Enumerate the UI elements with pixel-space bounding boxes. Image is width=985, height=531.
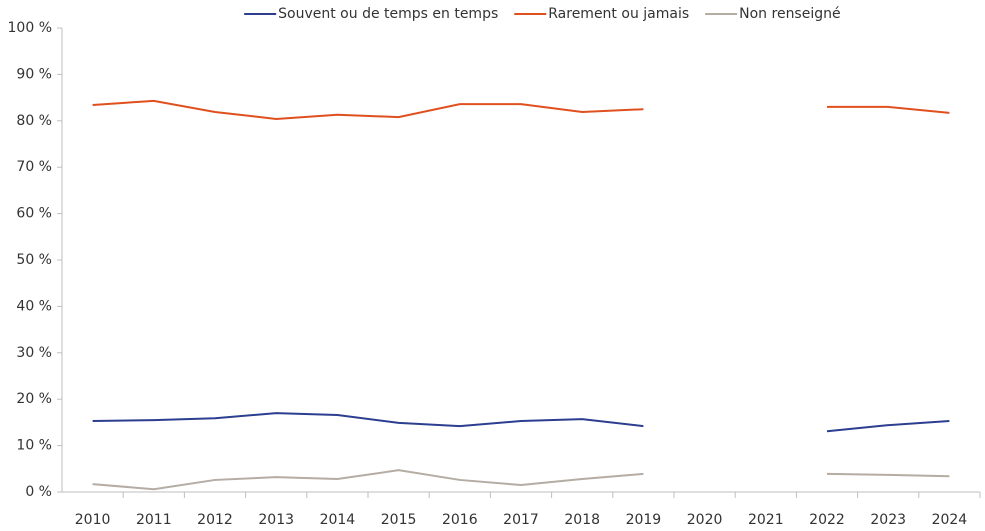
x-tick-label: 2016 bbox=[442, 512, 478, 528]
series-line bbox=[92, 469, 950, 491]
legend-item: Non renseigné bbox=[705, 6, 841, 22]
legend-label: Souvent ou de temps en temps bbox=[278, 6, 498, 22]
x-tick-label: 2021 bbox=[748, 512, 784, 528]
legend-label: Rarement ou jamais bbox=[548, 6, 689, 22]
x-tick-label: 2014 bbox=[320, 512, 356, 528]
y-tick-label: 0 % bbox=[25, 484, 52, 500]
y-tick-label: 90 % bbox=[16, 66, 52, 82]
x-tick-label: 2012 bbox=[197, 512, 233, 528]
x-tick-label: 2015 bbox=[381, 512, 417, 528]
x-tick-label: 2017 bbox=[503, 512, 539, 528]
legend-item: Souvent ou de temps en temps bbox=[244, 6, 498, 22]
series-line bbox=[92, 412, 950, 433]
y-tick-label: 60 % bbox=[16, 206, 52, 222]
x-tick-label: 2023 bbox=[870, 512, 906, 528]
x-tick-label: 2018 bbox=[564, 512, 600, 528]
legend-item: Rarement ou jamais bbox=[514, 6, 689, 22]
y-tick-label: 80 % bbox=[16, 113, 52, 129]
y-tick-label: 50 % bbox=[16, 252, 52, 268]
legend-label: Non renseigné bbox=[739, 6, 840, 22]
y-tick-label: 100 % bbox=[8, 20, 52, 36]
y-tick-label: 40 % bbox=[16, 298, 52, 314]
y-tick-label: 70 % bbox=[16, 159, 52, 175]
x-tick-label: 2010 bbox=[75, 512, 111, 528]
series-line bbox=[92, 99, 950, 120]
x-tick-label: 2011 bbox=[136, 512, 172, 528]
x-tick-label: 2019 bbox=[626, 512, 662, 528]
x-tick-label: 2022 bbox=[809, 512, 845, 528]
y-tick-label: 10 % bbox=[16, 438, 52, 454]
y-tick-label: 30 % bbox=[16, 345, 52, 361]
x-tick-label: 2020 bbox=[687, 512, 723, 528]
y-tick-label: 20 % bbox=[16, 391, 52, 407]
x-tick-label: 2024 bbox=[932, 512, 968, 528]
x-tick-label: 2013 bbox=[258, 512, 294, 528]
